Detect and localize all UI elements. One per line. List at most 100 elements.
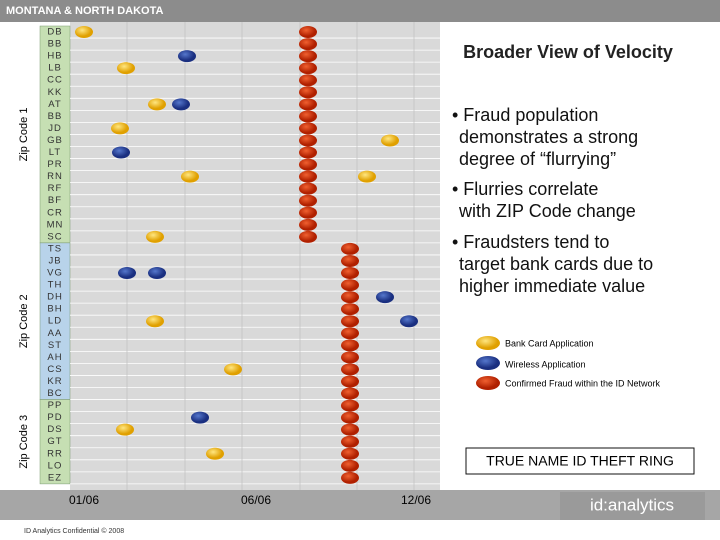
bank-card-dot: [181, 170, 199, 183]
fraud-dot: [341, 363, 359, 376]
fraud-dot: [341, 279, 359, 292]
row-code: PD: [47, 412, 62, 423]
wireless-dot: [178, 50, 196, 63]
fraud-dot: [299, 206, 317, 219]
row-code: AH: [47, 352, 62, 363]
row-code: BB: [48, 39, 63, 50]
fraud-dot: [299, 134, 317, 147]
fraud-dot: [299, 110, 317, 123]
plot-area: [70, 22, 440, 490]
bank-card-dot: [148, 98, 166, 111]
fraud-dot: [341, 351, 359, 364]
row-code: DS: [47, 424, 62, 435]
row-code: CR: [47, 207, 63, 218]
legend-label: Confirmed Fraud within the ID Network: [505, 378, 661, 388]
fraud-dot: [299, 98, 317, 111]
fraud-dot: [299, 218, 317, 231]
bullet: • Fraud population demonstrates a strong d…: [452, 105, 638, 169]
row-code: DH: [47, 292, 63, 303]
fraud-dot: [299, 86, 317, 99]
side: [0, 22, 40, 490]
fraud-dot: [341, 315, 359, 328]
wireless-dot: [118, 267, 136, 280]
legend-icon: [476, 376, 500, 390]
wireless-dot: [376, 291, 394, 304]
bank-card-dot: [358, 170, 376, 183]
bullet: • Flurries correlate with ZIP Code change: [452, 179, 636, 221]
fraud-dot: [341, 399, 359, 412]
bank-card-dot: [381, 134, 399, 147]
fraud-dot: [299, 122, 317, 135]
fraud-dot: [299, 194, 317, 207]
row-code: ST: [48, 340, 62, 351]
zip-band: [39, 399, 71, 485]
bank-card-dot: [116, 423, 134, 436]
bank-card-dot: [206, 447, 224, 460]
panel-title: Broader View of Velocity: [463, 42, 673, 62]
legend-label: Bank Card Application: [505, 338, 594, 348]
zip-band: [39, 242, 71, 400]
row-code: AA: [48, 328, 63, 339]
fraud-dot: [299, 182, 317, 195]
ring-box: [465, 447, 695, 475]
row-code: RN: [47, 171, 63, 182]
wireless-dot: [172, 98, 190, 111]
fraud-dot: [341, 291, 359, 304]
row-code: EZ: [48, 472, 62, 483]
x-label: 01/06: [69, 493, 99, 507]
footer-note: ID Analytics Confidential © 2008: [24, 527, 124, 535]
row-code: CS: [47, 364, 62, 375]
fraud-dot: [299, 62, 317, 75]
panel: [440, 22, 705, 490]
row-code: PR: [47, 159, 62, 170]
wireless-dot: [112, 146, 130, 159]
fraud-dot: [341, 387, 359, 400]
row-code: CC: [47, 75, 63, 86]
bank-card-dot: [146, 230, 164, 243]
fraud-dot: [299, 26, 317, 39]
legend-label: Wireless Application: [505, 359, 586, 369]
logo: id:analytics: [590, 495, 674, 514]
row-code: JB: [48, 255, 61, 266]
fraud-dot: [341, 303, 359, 316]
fraud-dot: [341, 242, 359, 255]
ring-label: TRUE NAME ID THEFT RING: [486, 453, 674, 469]
fraud-dot: [341, 447, 359, 460]
row-code: AT: [48, 99, 61, 110]
wireless-dot: [148, 267, 166, 280]
fraud-dot: [341, 327, 359, 340]
fraud-dot: [341, 471, 359, 484]
fraud-dot: [299, 50, 317, 63]
x-label: 12/06: [401, 493, 431, 507]
bank-card-dot: [146, 315, 164, 328]
row-code: BH: [47, 304, 62, 315]
row-code: GB: [47, 135, 63, 146]
bullet: • Fraudsters tend to target bank cards du…: [452, 232, 653, 296]
fraud-dot: [299, 230, 317, 243]
row-code: BC: [47, 388, 62, 399]
row-code: MN: [47, 219, 64, 230]
zip-band: [39, 25, 71, 244]
header-bar: [0, 0, 720, 22]
row-code: VG: [47, 268, 63, 279]
row-code: KK: [48, 87, 63, 98]
header-title: MONTANA & NORTH DAKOTA: [6, 5, 163, 17]
row-code: LT: [49, 147, 61, 158]
fraud-dot: [299, 158, 317, 171]
bullets: • Fraud population demonstrates a strong d…: [452, 105, 653, 296]
bank-card-dot: [117, 62, 135, 75]
row-code: LO: [48, 460, 63, 471]
zip-label: Zip Code 1: [18, 108, 30, 162]
row-code: BF: [48, 195, 62, 206]
row-code: TH: [48, 280, 63, 291]
fraud-dot: [341, 435, 359, 448]
wireless-dot: [191, 411, 209, 424]
bank-card-dot: [224, 363, 242, 376]
legend-icon: [476, 336, 500, 350]
row-code: KR: [47, 376, 62, 387]
row-code: LD: [48, 316, 62, 327]
logo-box: [560, 492, 705, 520]
row-code: JD: [48, 123, 62, 134]
bank-card-dot: [111, 122, 129, 135]
